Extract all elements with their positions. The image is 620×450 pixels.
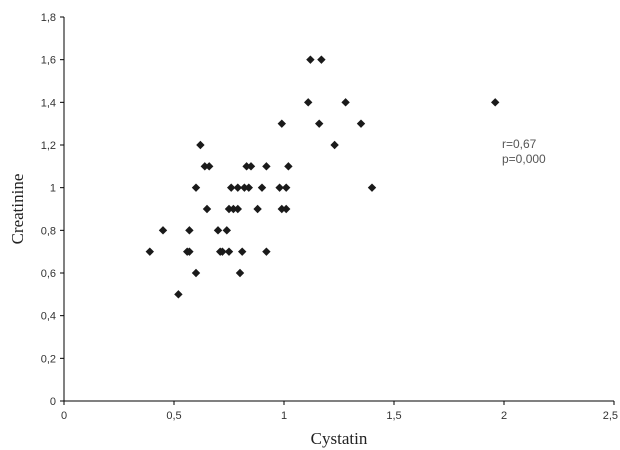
data-point [244, 183, 253, 192]
data-point [174, 290, 183, 299]
data-point [202, 204, 212, 214]
y-tick-label: 1,6 [41, 55, 56, 67]
data-point [367, 183, 377, 192]
data-point [491, 98, 500, 107]
data-point [306, 55, 315, 64]
data-point [205, 162, 214, 171]
x-tick-label: 2,5 [603, 410, 618, 422]
y-tick-label: 0,4 [41, 311, 56, 323]
data-point [191, 268, 201, 278]
data-point [213, 226, 223, 235]
data-point [262, 162, 271, 171]
data-point [275, 183, 284, 192]
data-point [341, 98, 350, 107]
data-point [158, 226, 168, 235]
data-point [218, 247, 227, 256]
data-point [224, 204, 234, 214]
data-point [246, 162, 256, 171]
y-tick-label: 0,2 [41, 353, 56, 365]
y-ticks: 0 0,2 0,4 0,6 0,8 1 1,2 1,4 1,6 1,8 [41, 12, 64, 408]
y-tick-label: 0,8 [41, 225, 56, 237]
data-point [242, 162, 251, 171]
data-point [224, 247, 234, 256]
data-point [330, 140, 339, 150]
data-point [185, 226, 194, 235]
data-point [238, 247, 247, 256]
p-value-annotation: p=0,000 [502, 152, 546, 166]
x-tick-label: 1 [281, 410, 287, 422]
data-point [262, 247, 271, 256]
correlation-annotation: r=0,67 [502, 137, 537, 151]
y-tick-label: 1,4 [41, 97, 56, 109]
y-tick-label: 0 [50, 396, 56, 408]
x-tick-label: 2 [501, 410, 507, 422]
data-point [196, 140, 205, 150]
data-point [356, 119, 366, 128]
data-point [257, 183, 267, 192]
x-tick-label: 0 [61, 410, 67, 422]
data-point [233, 204, 242, 214]
x-tick-label: 1,5 [386, 410, 401, 422]
data-point [282, 183, 291, 192]
data-point [317, 55, 326, 64]
data-point [191, 183, 201, 192]
data-point [253, 204, 262, 214]
data-points [145, 55, 500, 299]
data-point [233, 183, 242, 192]
data-point [145, 247, 154, 256]
x-ticks: 0 0,5 1 1,5 2 2,5 [61, 401, 618, 422]
y-tick-label: 0,6 [41, 268, 56, 280]
data-point [222, 226, 231, 235]
x-axis-title: Cystatin [311, 429, 368, 448]
data-point [284, 162, 293, 171]
data-point [277, 119, 286, 128]
axes [63, 17, 614, 402]
data-point [277, 204, 286, 214]
data-point [315, 119, 324, 128]
data-point [200, 162, 209, 171]
data-point [282, 204, 291, 214]
data-point [185, 247, 194, 256]
data-point [240, 183, 249, 192]
data-point [304, 98, 313, 107]
y-tick-label: 1,2 [41, 140, 56, 152]
data-point [229, 204, 238, 214]
y-axis-title: Creatinine [8, 174, 27, 245]
x-tick-label: 0,5 [166, 410, 181, 422]
data-point [227, 183, 236, 192]
y-tick-label: 1 [50, 183, 56, 195]
y-tick-label: 1,8 [41, 12, 56, 24]
data-point [235, 268, 245, 278]
